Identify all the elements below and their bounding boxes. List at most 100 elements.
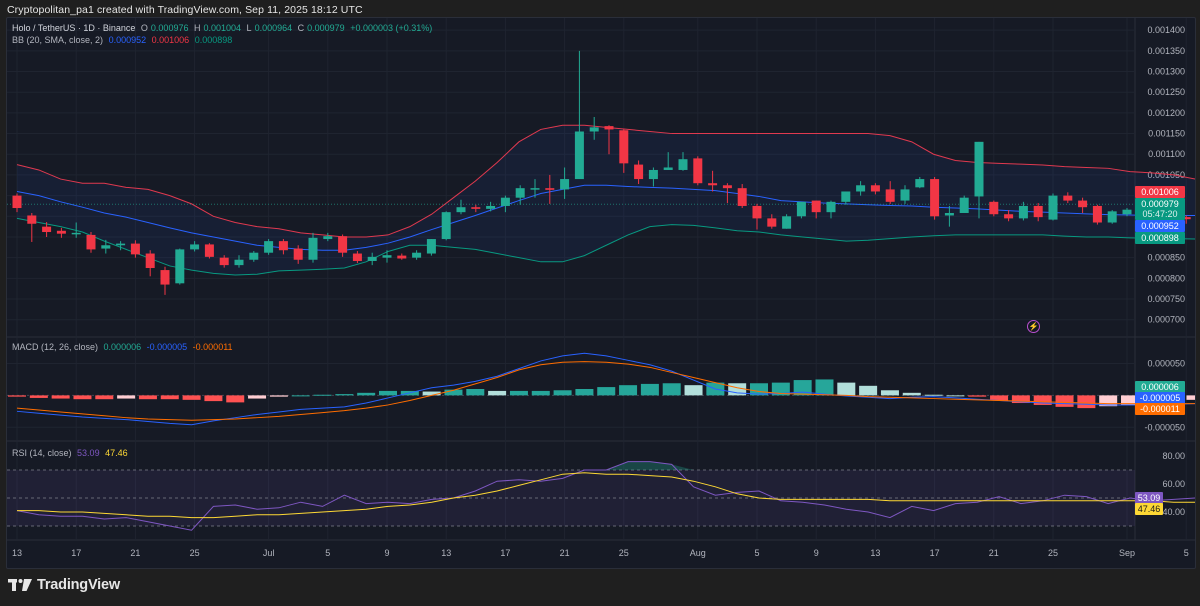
macd-histogram-bar xyxy=(684,385,703,396)
macd-histogram-bar xyxy=(575,389,594,396)
chart-canvas[interactable]: 13172125Jul5913172125Aug5913172125Sep591… xyxy=(7,18,1196,569)
candle xyxy=(1004,214,1014,219)
last-price: 0.000979 xyxy=(1141,199,1179,209)
y-axis-label: 0.001150 xyxy=(1148,129,1185,139)
candle xyxy=(648,169,658,180)
macd-histogram-bar xyxy=(335,394,354,396)
candle xyxy=(352,253,362,261)
open-label: O xyxy=(140,23,148,33)
x-axis-label: 9 xyxy=(384,548,389,558)
macd-histogram-bar xyxy=(619,385,638,396)
candle xyxy=(959,197,969,213)
x-axis-label: 5 xyxy=(754,548,759,558)
y-axis-label: 0.001100 xyxy=(1148,149,1185,159)
macd-label[interactable]: MACD (12, 26, close) xyxy=(12,342,99,352)
candle xyxy=(219,257,229,266)
macd-signal-badge: -0.000011 xyxy=(1135,403,1185,415)
candle xyxy=(278,241,288,251)
macd-histogram-bar xyxy=(8,395,26,397)
candle xyxy=(116,243,126,246)
candle xyxy=(944,212,954,216)
macd-histogram-bar xyxy=(1099,395,1118,407)
candle xyxy=(27,215,37,224)
bb-basis-value: 0.000952 xyxy=(108,35,147,45)
x-axis-label: 13 xyxy=(12,548,22,558)
candle xyxy=(737,188,747,206)
candle xyxy=(471,207,481,209)
macd-histogram-bar xyxy=(313,394,332,396)
candle xyxy=(308,237,318,260)
macd-histogram-bar xyxy=(990,395,1009,401)
candle xyxy=(397,255,407,259)
x-axis-label: 25 xyxy=(1048,548,1058,558)
low-label: L xyxy=(246,23,252,33)
macd-histogram-bar xyxy=(73,395,92,400)
y-axis-label: 0.000750 xyxy=(1147,294,1185,304)
candle xyxy=(486,205,496,209)
candle xyxy=(811,200,821,213)
bar-countdown: 05:47:20 xyxy=(1142,209,1178,219)
candle xyxy=(190,244,200,250)
macd-histogram-bar xyxy=(466,389,485,396)
candle xyxy=(56,230,66,234)
candle xyxy=(234,259,244,266)
lightning-icon[interactable]: ⚡ xyxy=(1027,320,1040,333)
high-label: H xyxy=(193,23,201,33)
macd-histogram-bar xyxy=(880,390,899,396)
symbol-title[interactable]: Holo / TetherUS · 1D · Binance xyxy=(12,23,136,33)
macd-histogram-bar xyxy=(117,395,136,399)
candle xyxy=(367,256,377,261)
macd-histogram-bar xyxy=(1033,395,1052,405)
macd-histogram-bar xyxy=(357,392,376,396)
macd-histogram-bar xyxy=(488,390,507,396)
x-axis-label: 17 xyxy=(500,548,510,558)
candle xyxy=(708,183,718,186)
x-axis-label: Aug xyxy=(690,548,706,558)
candle xyxy=(885,189,895,202)
bb-label[interactable]: BB (20, SMA, close, 2) xyxy=(12,35,104,45)
macd-line-value: -0.000005 xyxy=(146,342,188,352)
candle xyxy=(530,188,540,190)
rsi-value: 53.09 xyxy=(77,448,100,458)
macd-histogram-bar xyxy=(1186,395,1195,400)
macd-histogram-bar xyxy=(29,395,48,398)
macd-histogram-bar xyxy=(51,395,70,399)
candle xyxy=(678,159,688,170)
candle xyxy=(930,179,940,217)
macd-histogram-bar xyxy=(946,395,965,397)
x-axis-label: 17 xyxy=(71,548,81,558)
high-value: 0.001004 xyxy=(203,23,242,33)
macd-histogram-bar xyxy=(248,395,267,399)
candle xyxy=(589,127,599,132)
chart-frame[interactable]: 13172125Jul5913172125Aug5913172125Sep591… xyxy=(6,17,1196,569)
candle xyxy=(441,212,451,240)
y-axis-label: 40.00 xyxy=(1162,507,1185,517)
change-value: +0.000003 (+0.31%) xyxy=(350,23,433,33)
x-axis-label: 5 xyxy=(1184,548,1189,558)
candle xyxy=(1063,195,1073,201)
macd-histogram-bar xyxy=(1077,395,1096,409)
rsi-label[interactable]: RSI (14, close) xyxy=(12,448,72,458)
candle xyxy=(722,185,732,189)
candle xyxy=(856,185,866,192)
x-axis-label: 13 xyxy=(870,548,880,558)
candle xyxy=(915,179,925,188)
last-price-badge: 0.000979 05:47:20 xyxy=(1135,198,1185,220)
y-axis-label: -0.000050 xyxy=(1144,422,1185,432)
candle xyxy=(204,244,214,257)
candle xyxy=(1018,205,1028,219)
macd-histogram-bar xyxy=(793,380,812,396)
macd-histogram-bar xyxy=(160,395,179,400)
macd-histogram-bar xyxy=(859,385,878,396)
macd-histogram-bar xyxy=(597,387,616,396)
bb-upper-value: 0.001006 xyxy=(151,35,190,45)
candle xyxy=(264,241,274,253)
rsi-ma-badge: 47.46 xyxy=(1135,503,1163,515)
y-axis-label: 0.001300 xyxy=(1147,67,1185,77)
bb-lower-badge: 0.000898 xyxy=(1135,232,1185,244)
macd-histogram-bar xyxy=(968,395,987,397)
candle xyxy=(574,131,584,180)
macd-histogram-bar xyxy=(640,383,659,396)
x-axis-label: 13 xyxy=(441,548,451,558)
x-axis-label: 17 xyxy=(930,548,940,558)
